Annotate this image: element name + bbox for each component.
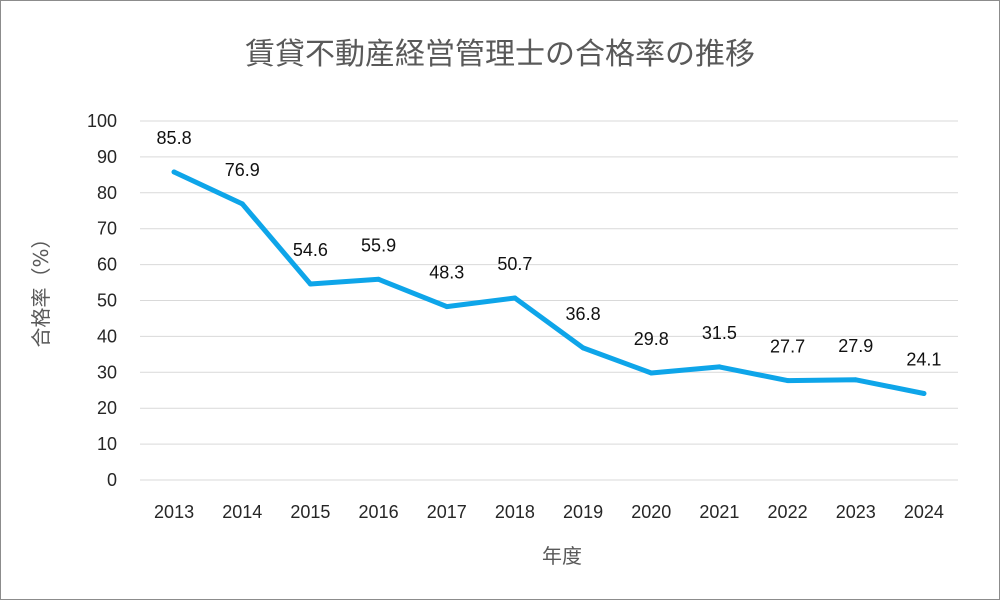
data-point bbox=[307, 281, 313, 287]
x-tick-label: 2021 bbox=[699, 502, 739, 522]
data-point bbox=[921, 390, 927, 396]
x-tick-label: 2022 bbox=[768, 502, 808, 522]
data-label: 55.9 bbox=[361, 235, 396, 255]
x-tick-label: 2023 bbox=[836, 502, 876, 522]
y-tick-label: 70 bbox=[97, 219, 117, 239]
data-point bbox=[648, 370, 654, 376]
x-tick-label: 2018 bbox=[495, 502, 535, 522]
y-tick-label: 50 bbox=[97, 291, 117, 311]
x-tick-label: 2017 bbox=[427, 502, 467, 522]
y-tick-label: 80 bbox=[97, 183, 117, 203]
x-tick-label: 2014 bbox=[222, 502, 262, 522]
data-point bbox=[853, 377, 859, 383]
x-tick-label: 2015 bbox=[290, 502, 330, 522]
y-tick-label: 20 bbox=[97, 398, 117, 418]
series-layer bbox=[171, 169, 927, 396]
x-tick-label: 2016 bbox=[359, 502, 399, 522]
data-label: 36.8 bbox=[566, 304, 601, 324]
y-tick-label: 100 bbox=[87, 111, 117, 131]
y-tick-label: 0 bbox=[107, 470, 117, 490]
data-point bbox=[716, 364, 722, 370]
data-point bbox=[376, 276, 382, 282]
x-axis-title: 年度 bbox=[542, 544, 582, 568]
y-tick-label: 60 bbox=[97, 255, 117, 275]
data-label: 29.8 bbox=[634, 329, 669, 349]
data-label: 27.9 bbox=[838, 336, 873, 356]
data-label: 48.3 bbox=[429, 263, 464, 283]
gridlines bbox=[140, 120, 958, 481]
data-point bbox=[785, 378, 791, 384]
data-point bbox=[239, 201, 245, 207]
x-axis-ticks: 2013 2014 2015 2016 2017 2018 2019 2020 2021 2022… bbox=[154, 502, 944, 522]
data-label: 76.9 bbox=[225, 160, 260, 180]
chart-title: 賃貸不動産経営管理士の合格率の推移 bbox=[245, 37, 755, 72]
data-point bbox=[512, 295, 518, 301]
data-point bbox=[171, 169, 177, 175]
y-tick-label: 30 bbox=[97, 362, 117, 382]
data-label: 31.5 bbox=[702, 323, 737, 343]
data-labels: 85.8 76.9 54.6 55.9 48.3 50.7 36.8 29.8 31.5 27.7… bbox=[157, 128, 942, 370]
data-point bbox=[580, 345, 586, 351]
data-label: 50.7 bbox=[497, 254, 532, 274]
data-point bbox=[444, 304, 450, 310]
y-tick-label: 90 bbox=[97, 147, 117, 167]
x-tick-label: 2024 bbox=[904, 502, 944, 522]
data-label: 54.6 bbox=[293, 240, 328, 260]
x-tick-label: 2019 bbox=[563, 502, 603, 522]
y-tick-label: 10 bbox=[97, 434, 117, 454]
y-axis-ticks: 0 10 20 30 40 50 60 70 80 90 100 bbox=[87, 111, 117, 490]
y-axis-title: 合格率（%） bbox=[29, 228, 53, 347]
series-line bbox=[171, 169, 927, 396]
x-tick-label: 2013 bbox=[154, 502, 194, 522]
data-label: 85.8 bbox=[157, 128, 192, 148]
data-label: 27.7 bbox=[770, 337, 805, 357]
data-label: 24.1 bbox=[906, 349, 941, 369]
y-tick-label: 40 bbox=[97, 326, 117, 346]
x-tick-label: 2020 bbox=[631, 502, 671, 522]
